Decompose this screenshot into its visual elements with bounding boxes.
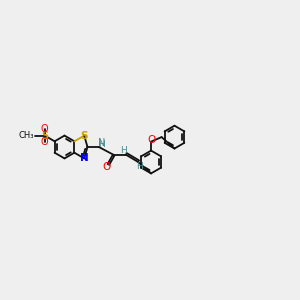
Text: N: N (80, 153, 88, 164)
Text: H: H (136, 162, 143, 171)
Text: O: O (147, 135, 155, 145)
Text: S: S (41, 130, 48, 141)
Text: S: S (80, 130, 88, 141)
Text: O: O (41, 137, 49, 147)
Text: O: O (102, 162, 110, 172)
Text: N: N (98, 139, 105, 148)
Text: H: H (120, 146, 127, 155)
Text: H: H (98, 140, 105, 149)
Text: CH₃: CH₃ (18, 131, 34, 140)
Text: O: O (41, 124, 49, 134)
